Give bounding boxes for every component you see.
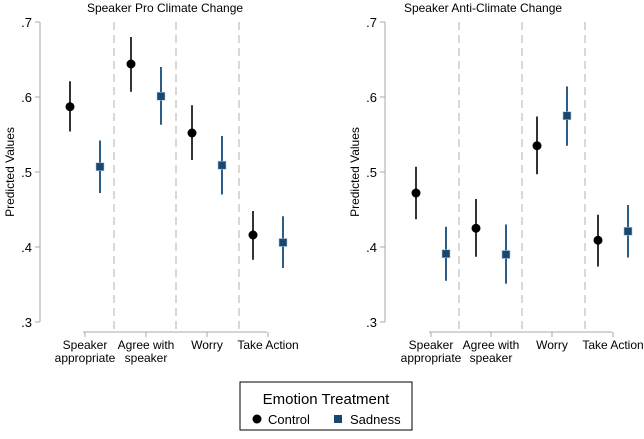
y-tick-label: .5 <box>21 165 32 180</box>
point-sadness <box>562 111 572 121</box>
legend-control-label: Control <box>268 412 310 427</box>
point-control <box>532 141 542 151</box>
x-tick-label: Agree with <box>463 338 520 352</box>
y-tick-label: .3 <box>21 315 32 330</box>
y-axis-label: Predicted Values <box>348 127 362 217</box>
panel-title: Speaker Anti-Climate Change <box>404 1 562 15</box>
x-tick-label: Agree with <box>118 338 175 352</box>
point-control <box>411 188 421 198</box>
x-tick-label: Worry <box>536 338 568 352</box>
point-control <box>187 128 197 138</box>
point-control <box>471 223 481 233</box>
x-tick-label: speaker <box>470 351 513 365</box>
panel-pro-climate: Speaker Pro Climate Change Predicted Valu… <box>3 1 299 365</box>
x-tick-label: appropriate <box>401 351 462 365</box>
point-sadness <box>623 226 633 236</box>
y-tick-label: .7 <box>21 15 32 30</box>
x-tick-label: appropriate <box>55 351 116 365</box>
legend: Emotion Treatment Control Sadness <box>239 381 413 431</box>
y-tick-label: .7 <box>366 15 377 30</box>
y-tick-label: .6 <box>366 90 377 105</box>
legend-sadness-label: Sadness <box>350 412 401 427</box>
x-tick-label: Take Action <box>237 338 298 352</box>
x-tick-label: speaker <box>125 351 168 365</box>
x-tick-label: Speaker <box>63 338 108 352</box>
legend-control-marker <box>252 414 262 424</box>
x-tick-label: Take Action <box>582 338 643 352</box>
point-control <box>248 230 258 240</box>
point-sadness <box>278 238 288 247</box>
point-control <box>65 102 75 112</box>
y-tick-label: .4 <box>366 240 377 255</box>
point-sadness <box>156 91 166 101</box>
legend-box <box>239 381 413 431</box>
panel-anti-climate: Speaker Anti-Climate Change Predicted Val… <box>348 1 644 365</box>
y-tick-label: .3 <box>366 315 377 330</box>
x-tick-label: Worry <box>191 338 223 352</box>
y-axis-label: Predicted Values <box>3 127 17 217</box>
point-sadness <box>95 162 105 172</box>
panel-title: Speaker Pro Climate Change <box>87 1 243 15</box>
point-control <box>593 235 603 245</box>
point-sadness <box>501 250 511 259</box>
legend-title: Emotion Treatment <box>263 391 391 408</box>
legend-sadness-marker <box>334 415 342 423</box>
y-tick-label: .4 <box>21 240 32 255</box>
point-control <box>126 59 136 69</box>
x-tick-label: Speaker <box>409 338 454 352</box>
point-sadness <box>217 160 227 170</box>
y-tick-label: .5 <box>366 165 377 180</box>
y-tick-label: .6 <box>21 90 32 105</box>
point-sadness <box>441 249 451 259</box>
